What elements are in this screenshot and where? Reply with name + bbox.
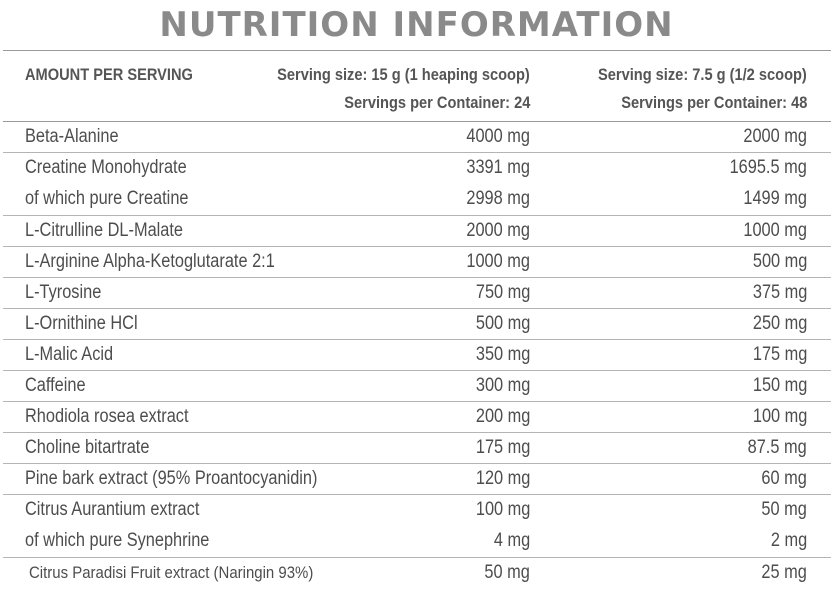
- ingredient-name: Pine bark extract (95% Proantocyanidin): [25, 468, 318, 489]
- table-row: L-Malic Acid 350 mg 175 mg: [3, 340, 831, 371]
- ingredient-amount-half-serving: 87.5 mg: [747, 437, 807, 458]
- col2-servings-per-container: Servings per Container: 48: [620, 93, 807, 112]
- table-row: Rhodiola rosea extract 200 mg 100 mg: [3, 402, 831, 433]
- table-row: L-Ornithine HCl 500 mg 250 mg: [3, 309, 831, 340]
- ingredient-name: Creatine Monohydrate: [25, 157, 187, 178]
- col1-serving-size: Serving size: 15 g (1 heaping scoop): [277, 65, 530, 84]
- sub-ingredient-name: of which pure Creatine: [25, 188, 189, 209]
- ingredient-name: Choline bitartrate: [25, 437, 150, 458]
- ingredient-amount-half-serving: 60 mg: [761, 468, 807, 489]
- ingredient-name: Beta-Alanine: [25, 126, 119, 147]
- sub-ingredient-name: of which pure Synephrine: [25, 530, 210, 551]
- ingredient-amount-serving: 3391 mg: [466, 157, 530, 178]
- sub-ingredient-amount-serving: 2998 mg: [466, 188, 530, 209]
- table-row: L-Tyrosine 750 mg 375 mg: [3, 278, 831, 309]
- table-row: Beta-Alanine 4000 mg 2000 mg: [3, 122, 831, 153]
- col1-servings-per-container: Servings per Container: 24: [343, 93, 530, 112]
- ingredient-name: Rhodiola rosea extract: [25, 406, 189, 427]
- ingredient-amount-half-serving: 250 mg: [752, 313, 807, 334]
- sub-ingredient-amount-half-serving: 2 mg: [770, 530, 807, 551]
- ingredient-amount-serving: 300 mg: [475, 375, 530, 396]
- ingredient-name: Citrus Paradisi Fruit extract (Naringin …: [29, 563, 314, 582]
- table-row: Creatine Monohydrate 3391 mg 1695.5 mg o…: [3, 153, 831, 216]
- ingredient-amount-half-serving: 100 mg: [752, 406, 807, 427]
- ingredient-amount-serving: 120 mg: [475, 468, 530, 489]
- ingredient-amount-serving: 4000 mg: [466, 126, 530, 147]
- ingredient-amount-serving: 500 mg: [475, 313, 530, 334]
- table-row: L-Citrulline DL-Malate 2000 mg 1000 mg: [3, 216, 831, 247]
- ingredient-name: Citrus Aurantium extract: [25, 499, 200, 520]
- ingredient-amount-serving: 2000 mg: [466, 220, 530, 241]
- page-title: NUTRITION INFORMATION: [159, 5, 674, 45]
- ingredient-amount-serving: 100 mg: [475, 499, 530, 520]
- ingredient-amount-serving: 750 mg: [475, 282, 530, 303]
- ingredient-amount-half-serving: 25 mg: [761, 562, 807, 583]
- nutrition-table: AMOUNT PER SERVING Serving size: 15 g (1…: [3, 50, 831, 588]
- ingredient-name: L-Arginine Alpha-Ketoglutarate 2:1: [25, 251, 275, 272]
- table-header: AMOUNT PER SERVING Serving size: 15 g (1…: [3, 51, 831, 122]
- ingredient-amount-serving: 50 mg: [484, 562, 530, 583]
- table-row: Pine bark extract (95% Proantocyanidin) …: [3, 464, 831, 495]
- ingredient-name: Caffeine: [25, 375, 86, 396]
- amount-per-serving-label: AMOUNT PER SERVING: [25, 65, 193, 84]
- table-row: Choline bitartrate 175 mg 87.5 mg: [3, 433, 831, 464]
- table-row: Citrus Aurantium extract 100 mg 50 mg of…: [3, 495, 831, 558]
- table-row: L-Arginine Alpha-Ketoglutarate 2:1 1000 …: [3, 247, 831, 278]
- ingredient-amount-serving: 1000 mg: [466, 251, 530, 272]
- ingredient-amount-half-serving: 1695.5 mg: [729, 157, 807, 178]
- ingredient-amount-serving: 200 mg: [475, 406, 530, 427]
- table-row: Citrus Paradisi Fruit extract (Naringin …: [3, 558, 831, 588]
- col2-serving-size: Serving size: 7.5 g (1/2 scoop): [598, 65, 807, 84]
- ingredient-name: L-Malic Acid: [25, 344, 114, 365]
- ingredient-amount-half-serving: 50 mg: [761, 499, 807, 520]
- sub-ingredient-amount-half-serving: 1499 mg: [743, 188, 807, 209]
- ingredient-amount-half-serving: 1000 mg: [743, 220, 807, 241]
- ingredient-amount-half-serving: 175 mg: [752, 344, 807, 365]
- ingredient-amount-half-serving: 2000 mg: [743, 126, 807, 147]
- sub-ingredient-amount-serving: 4 mg: [493, 530, 530, 551]
- ingredient-amount-half-serving: 375 mg: [752, 282, 807, 303]
- ingredient-name: L-Ornithine HCl: [25, 313, 138, 334]
- ingredient-amount-half-serving: 500 mg: [752, 251, 807, 272]
- table-row: Caffeine 300 mg 150 mg: [3, 371, 831, 402]
- ingredient-amount-half-serving: 150 mg: [752, 375, 807, 396]
- ingredient-name: L-Tyrosine: [25, 282, 102, 303]
- ingredient-amount-serving: 175 mg: [475, 437, 530, 458]
- ingredient-amount-serving: 350 mg: [475, 344, 530, 365]
- ingredient-name: L-Citrulline DL-Malate: [25, 220, 184, 241]
